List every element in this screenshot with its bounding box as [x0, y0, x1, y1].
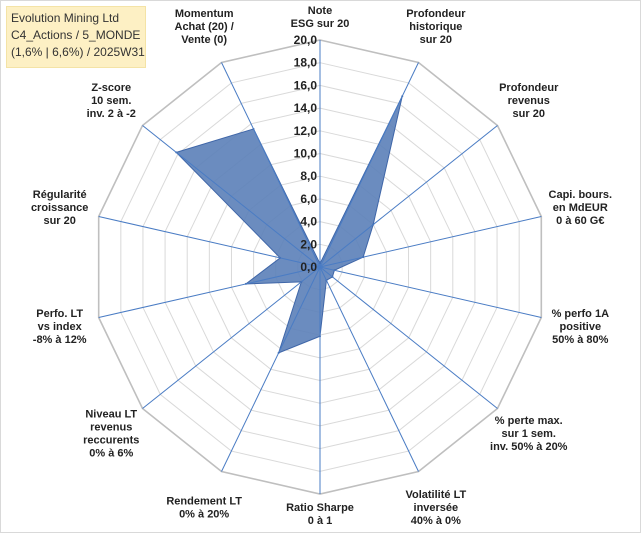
axis-line [319, 62, 419, 268]
axis-label: Niveau LT revenus reccurents 0% à 6% [83, 408, 139, 459]
axis-line [319, 266, 419, 472]
tick-label: 2,0 [300, 237, 317, 251]
series-area [175, 96, 403, 354]
axis-line [319, 266, 498, 409]
tick-label: 14,0 [294, 101, 318, 115]
axis-label: Profondeur revenus sur 20 [499, 82, 559, 120]
tick-label: 8,0 [300, 169, 317, 183]
axis-line [319, 125, 498, 268]
axis-line [98, 216, 321, 268]
axis-label: Z-score 10 sem. inv. 2 à -2 [87, 82, 136, 120]
axis-line [319, 266, 542, 318]
axis-label: Profondeur historique sur 20 [406, 8, 466, 46]
title-line-1: Evolution Mining Ltd [11, 11, 120, 25]
axis-label: Capi. bours. en MdEUR 0 à 60 G€ [549, 189, 613, 227]
axis-label: Régularité croissance sur 20 [31, 189, 88, 227]
axis-label: % perfo 1A positive 50% à 80% [552, 308, 610, 346]
axis-label: Momentum Achat (20) / Vente (0) [175, 8, 234, 46]
tick-label: 18,0 [294, 56, 318, 70]
tick-label: 12,0 [294, 124, 318, 138]
tick-label: 10,0 [294, 147, 318, 161]
axis-line [221, 266, 321, 472]
title-line-3: (1,6% | 6,6%) / 2025W31 [11, 45, 145, 59]
tick-label: 16,0 [294, 78, 318, 92]
axis-label: Rendement LT 0% à 20% [166, 496, 242, 521]
axis-label: Ratio Sharpe 0 à 1 [286, 502, 354, 527]
axis-line [142, 266, 321, 409]
axis-line [142, 125, 321, 268]
tick-label: 6,0 [300, 192, 317, 206]
chart-title-box: Evolution Mining Ltd C4_Actions / 5_MOND… [6, 6, 146, 68]
title-line-2: C4_Actions / 5_MONDE [11, 28, 141, 42]
tick-label: 0,0 [300, 260, 317, 274]
tick-label: 20,0 [294, 33, 318, 47]
axis-line [319, 216, 542, 268]
axis-label: Perfo. LT vs index -8% à 12% [33, 308, 87, 346]
axis-label: % perte max. sur 1 sem. inv. 50% à 20% [490, 415, 568, 453]
tick-label: 4,0 [300, 215, 317, 229]
axis-label: Volatilité LT inversée 40% à 0% [405, 489, 466, 527]
axis-line [98, 266, 321, 318]
axis-label: Note ESG sur 20 [291, 5, 350, 30]
axis-line [221, 62, 321, 268]
